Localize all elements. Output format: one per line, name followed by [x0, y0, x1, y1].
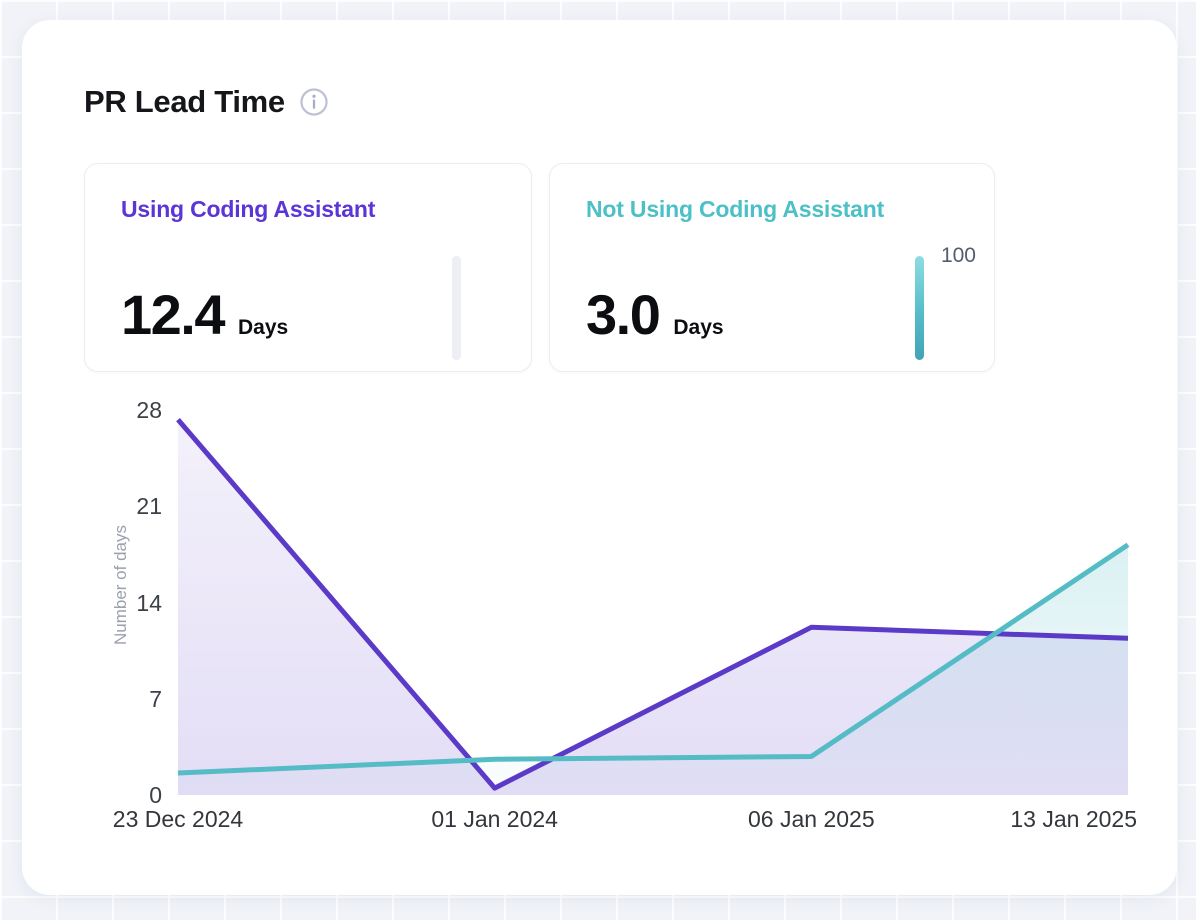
stat-unit: Days: [238, 316, 289, 339]
stat-value-row: 3.0 Days: [586, 287, 724, 343]
lead-time-chart-region: 0 7 14 21 28 23 Dec 2024 01 Jan 2024 06 Jan 20…: [0, 390, 1196, 860]
y-tick-label: 0: [149, 782, 162, 808]
info-icon[interactable]: [299, 87, 329, 117]
x-tick-label: 23 Dec 2024: [112, 806, 244, 832]
x-tick-label: 06 Jan 2025: [748, 806, 875, 832]
series-line-not-using-assistant: [177, 542, 1130, 776]
y-tick-label: 14: [136, 589, 162, 616]
stat-value: 3.0: [586, 283, 661, 346]
y-tick-label: 21: [136, 493, 162, 520]
stat-value-row: 12.4 Days: [121, 287, 288, 343]
stat-card-not-using-assistant: Not Using Coding Assistant 3.0 Days 100: [549, 163, 995, 372]
stat-card-label: Not Using Coding Assistant: [586, 196, 885, 222]
stat-unit: Days: [673, 316, 724, 339]
lead-time-chart[interactable]: [176, 410, 1130, 795]
series-line-using-assistant: [176, 417, 1129, 791]
stat-card-using-assistant: Using Coding Assistant 12.4 Days: [84, 163, 532, 372]
series-area-not-using-assistant: [178, 544, 1128, 795]
x-tick-label: 13 Jan 2025: [1010, 806, 1137, 832]
mini-progress-bar: [915, 256, 924, 360]
y-tick-label: 28: [136, 397, 162, 423]
mini-progress-bar-value: 100: [940, 244, 976, 267]
page-title: PR Lead Time: [84, 84, 285, 119]
stat-card-label: Using Coding Assistant: [121, 196, 376, 222]
stat-value: 12.4: [121, 283, 226, 346]
card-header: PR Lead Time: [84, 84, 329, 120]
x-tick-label: 01 Jan 2024: [431, 806, 558, 832]
y-tick-label: 7: [149, 685, 162, 712]
mini-progress-bar: [452, 256, 461, 360]
y-axis-title: Number of days: [111, 525, 130, 645]
